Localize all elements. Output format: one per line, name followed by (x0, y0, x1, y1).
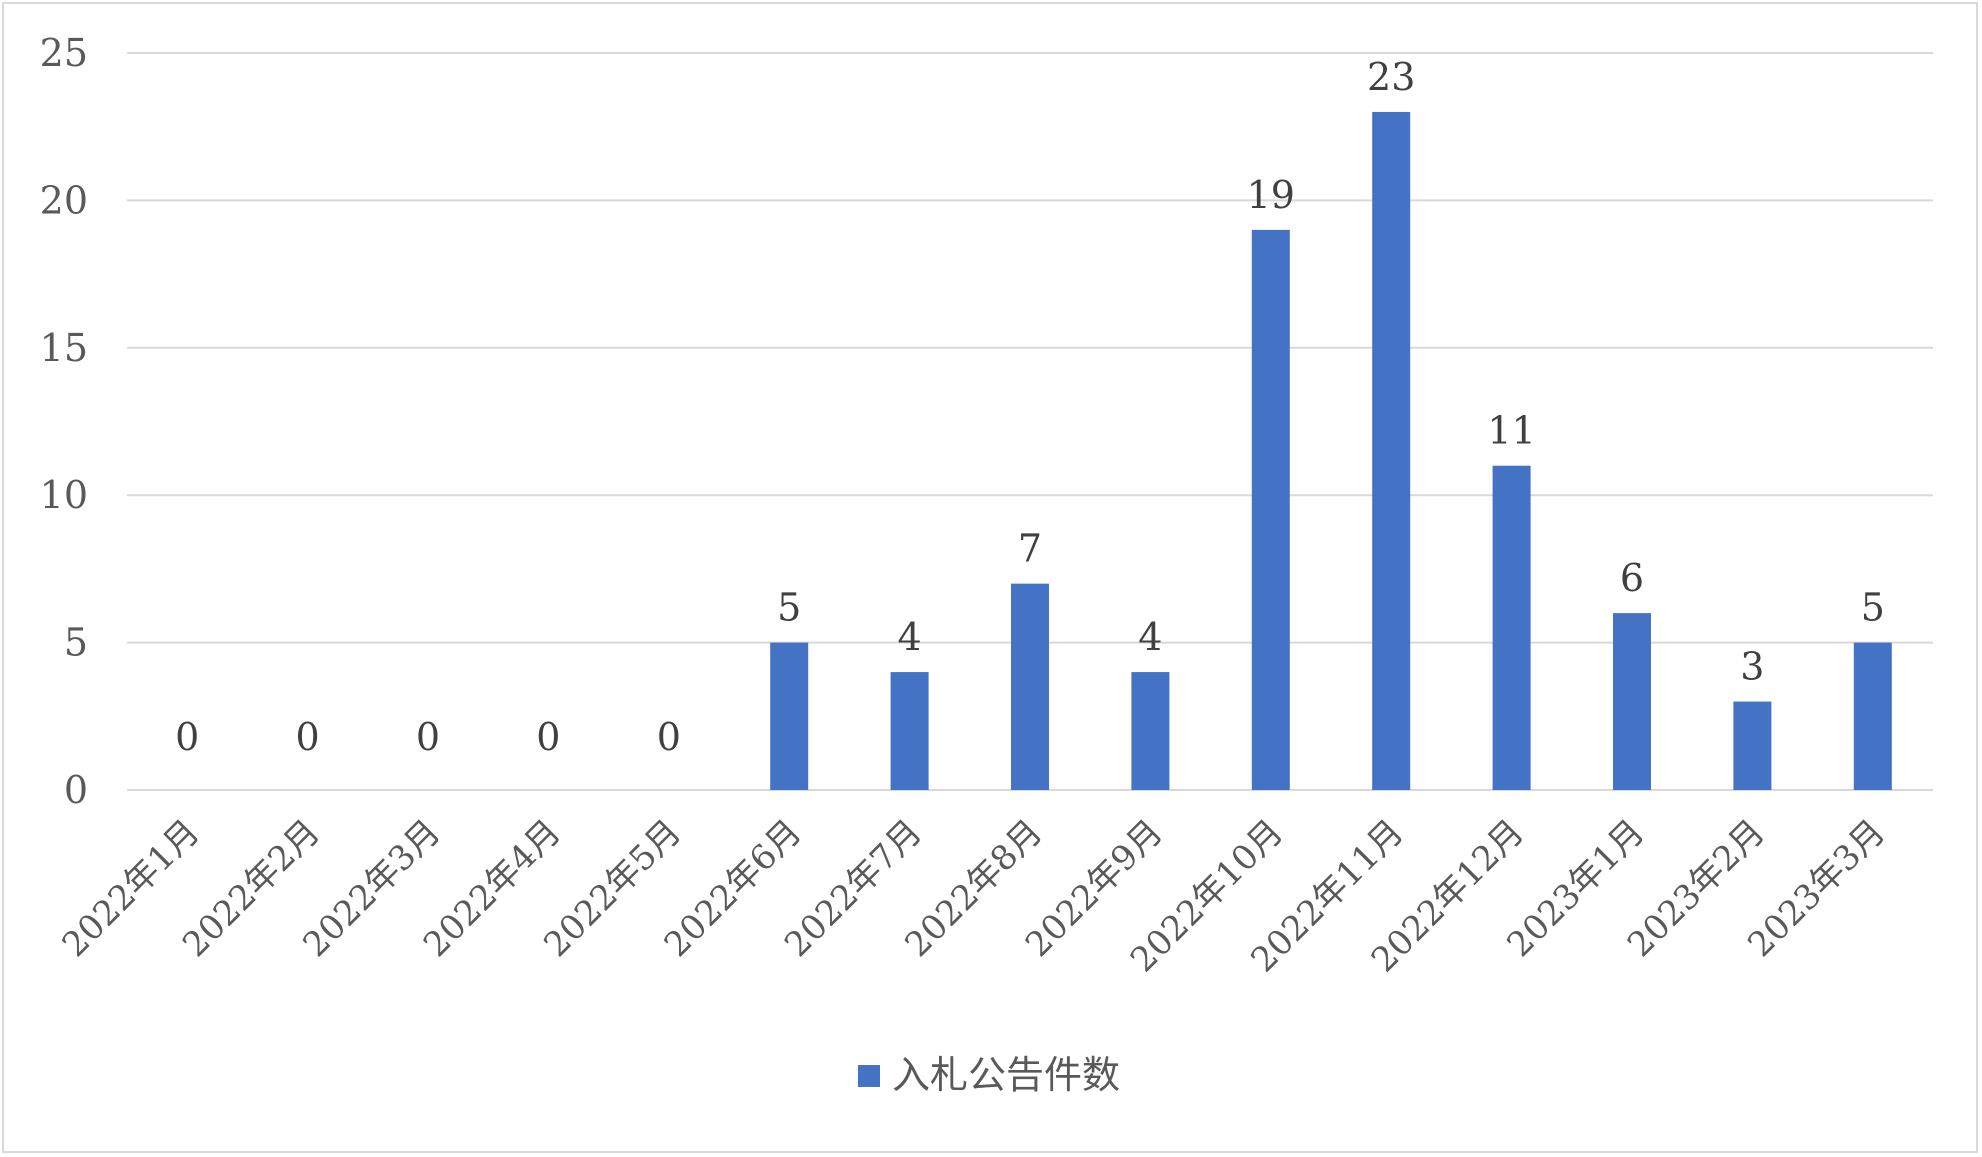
bar (1251, 229, 1290, 790)
data-label: 6 (1620, 556, 1644, 600)
bar (1492, 465, 1531, 790)
data-label: 0 (657, 715, 681, 759)
bar-chart: 0 5 10 15 20 25 0 0 0 0 0 5 4 7 4 19 23 11 6 3 5 2022年1月202… (40, 31, 1933, 1097)
data-label: 11 (1487, 409, 1535, 453)
data-label: 5 (777, 586, 801, 630)
bar (1733, 701, 1772, 790)
bar (1011, 583, 1049, 790)
y-axis-ticks: 0 5 10 15 20 25 (40, 31, 88, 812)
data-label: 23 (1367, 55, 1415, 99)
data-label: 7 (1018, 527, 1042, 571)
legend: 入札公告件数 (858, 1053, 1120, 1097)
x-axis-ticks: 2022年1月2022年2月2022年3月2022年4月2022年5月2022年… (55, 812, 1893, 980)
data-label: 5 (1861, 586, 1885, 630)
y-tick-label: 25 (40, 31, 88, 75)
data-label: 19 (1247, 173, 1295, 217)
y-tick-label: 20 (40, 178, 88, 222)
bar (1372, 111, 1411, 790)
bar (770, 642, 809, 790)
data-label: 0 (296, 715, 320, 759)
bars (770, 111, 1892, 790)
y-tick-label: 10 (40, 473, 88, 517)
bar (890, 672, 929, 790)
data-label: 0 (416, 715, 440, 759)
legend-swatch (858, 1065, 880, 1087)
data-label: 4 (898, 615, 922, 659)
legend-label: 入札公告件数 (892, 1053, 1120, 1097)
bar (1853, 642, 1892, 790)
bar (1131, 672, 1170, 790)
y-tick-label: 5 (64, 621, 88, 665)
data-label: 0 (175, 715, 199, 759)
data-label: 3 (1740, 645, 1764, 689)
y-tick-label: 15 (40, 326, 88, 370)
data-label: 4 (1138, 615, 1162, 659)
y-tick-label: 0 (64, 768, 88, 812)
data-label: 0 (536, 715, 560, 759)
data-labels: 0 0 0 0 0 5 4 7 4 19 23 11 6 3 5 (175, 55, 1885, 759)
bar (1613, 613, 1651, 790)
